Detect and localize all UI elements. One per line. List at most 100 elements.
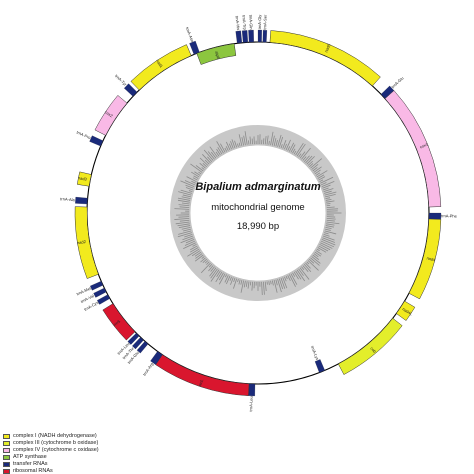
gc-tick [174,218,190,220]
gc-tick [177,232,192,238]
gene-label-atp6: atp6 [214,51,221,61]
gene-block-trna-cys [97,294,111,305]
gc-tick [319,243,331,251]
legend-swatch [3,462,10,467]
gc-tick [194,251,202,257]
gc-tick [185,184,194,189]
gc-tick [204,159,210,165]
gc-tick [303,155,310,162]
gc-tick [204,260,209,264]
gc-tick [178,204,190,207]
gc-tick [208,264,213,268]
gc-tick [270,131,274,146]
gc-tick [244,131,248,145]
gc-tick [302,156,307,161]
gene-label-trna-gln: trnA-Gln [248,15,254,30]
gc-tick [293,271,299,280]
gc-tick [290,144,296,153]
gc-tick [288,142,295,152]
gc-tick [278,136,284,148]
legend-swatch [3,455,10,460]
gc-tick [266,135,269,145]
gc-tick [224,275,229,283]
gc-tick [273,138,277,146]
gc-tick [194,254,204,262]
gene-label-rrnl: rrnL [197,378,204,387]
gc-tick [187,248,200,257]
gc-tick [195,165,204,172]
gc-tick [224,147,228,152]
gc-tick [319,179,324,183]
gc-tick [320,240,335,248]
gc-tick [238,279,241,285]
gene-label-trna-lys: trnA-Lys [310,345,320,361]
gc-tick [182,194,191,198]
gene-label-nad2: nad2 [77,239,87,246]
gene-label-cox2: cox2 [104,109,114,118]
gc-tick [285,275,288,280]
gc-tick [191,250,201,257]
gc-tick [209,267,217,277]
gc-tick [181,196,191,200]
gc-tick [190,163,203,173]
gc-tick [177,223,190,227]
gc-tick [325,228,331,231]
gc-tick [216,270,221,278]
legend-item: complex III (cytochrome b oxidase) [3,440,99,447]
gc-tick [182,235,194,241]
gene-block-cox1 [384,90,442,208]
gene-label-trna-ser: trnA-Ser [262,14,268,30]
gc-tick [326,219,335,222]
gc-tick [240,280,245,293]
gene-block-trna-his [235,30,243,44]
gc-tick [285,139,291,151]
gc-tick [305,262,311,269]
gc-tick [296,269,306,282]
gc-tick [210,266,215,272]
gc-tick [237,279,239,283]
gc-tick [325,198,332,201]
gc-tick [280,144,283,149]
gc-tick [220,143,226,153]
gc-tick [309,163,314,168]
gc-tick [320,176,334,184]
gc-tick [179,206,190,208]
gene-label-nad1: nad1 [155,58,165,69]
gene-label-trna-met: trnA-Met [76,285,93,296]
gene-block-nad1 [130,44,192,91]
gc-tick [190,245,198,251]
gc-ring-inner [189,144,327,282]
legend-item: ATP synthase [3,454,99,461]
gc-tick [245,281,248,287]
gc-tick [306,156,315,165]
gc-tick [243,135,246,146]
gc-tick [313,253,319,258]
gc-tick [288,274,296,287]
legend-label: ATP synthase [13,454,47,460]
legend-swatch [3,441,10,446]
gene-block-trna-asn [189,40,200,55]
gc-tick [231,139,236,149]
gc-tick [198,171,202,175]
gc-tick [178,230,192,235]
gc-tick [298,153,302,158]
gene-block-trna-val [93,287,107,298]
gc-tick [248,140,250,145]
gc-tick [233,278,238,289]
gc-tick [322,235,335,241]
legend-label: ribosomal RNAs [13,468,53,474]
gc-tick [324,190,332,194]
gc-tick [314,251,322,257]
gc-tick [191,171,200,178]
gene-block-rrns [102,303,136,341]
gc-tick [296,143,306,157]
gene-block-atp6 [196,43,237,65]
gc-tick [186,176,197,183]
gene-block-nad5 [269,30,381,87]
gene-block-trna-ala [75,196,88,205]
gc-tick [298,268,304,276]
gc-tick [282,277,288,289]
gc-tick [303,264,312,272]
gc-tick [275,140,278,147]
gc-tick [251,281,253,291]
